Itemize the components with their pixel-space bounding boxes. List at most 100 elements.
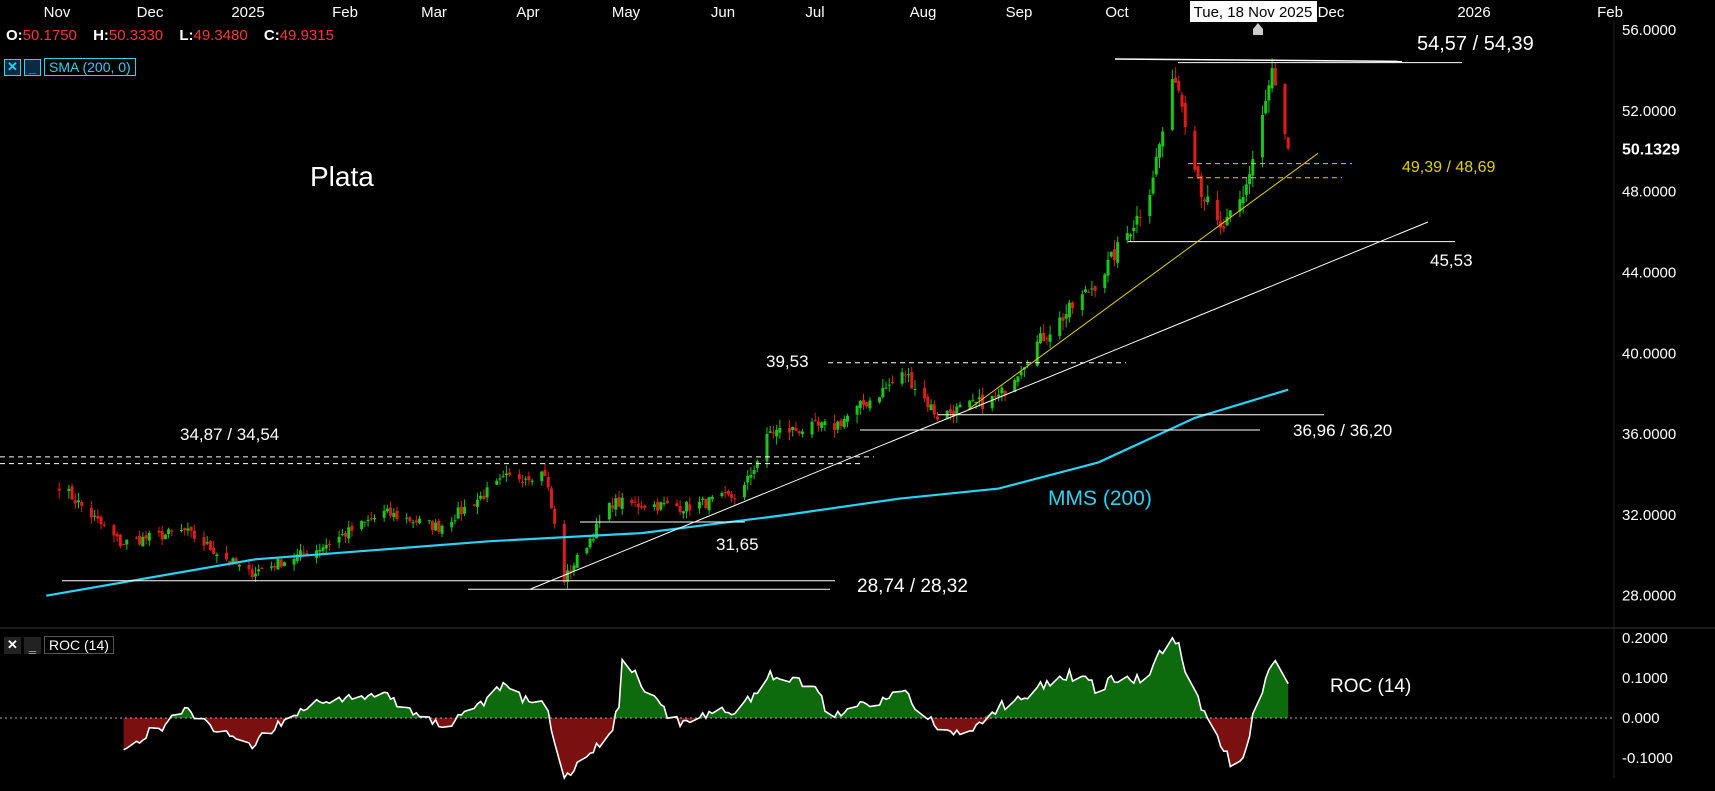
candle-body — [89, 507, 93, 518]
candle-body — [1003, 390, 1007, 396]
candle-body — [125, 539, 129, 545]
candle-body — [250, 569, 254, 578]
ohlc-low-label: L: — [179, 27, 194, 44]
minimize-icon[interactable]: ‗ — [24, 636, 41, 654]
roc-tick-label: 0.2000 — [1622, 630, 1668, 647]
candle-body — [389, 507, 393, 516]
candle-body — [633, 501, 637, 503]
candle-body — [823, 421, 827, 426]
candle-body — [208, 541, 212, 550]
candle-body — [685, 501, 689, 512]
minimize-icon[interactable]: ‗ — [24, 58, 41, 76]
y-tick-label: 44.0000 — [1622, 265, 1676, 282]
candle-body — [881, 387, 885, 398]
level-label: 54,57 / 54,39 — [1417, 33, 1534, 55]
candle-body — [347, 527, 351, 539]
ohlc-low-value: 49.3480 — [193, 27, 248, 44]
candle-body — [456, 507, 460, 519]
ohlc-high-label: H: — [93, 27, 109, 44]
candle-body — [1067, 302, 1071, 318]
candle-body — [1283, 84, 1287, 135]
candle-body — [472, 504, 476, 506]
candle-body — [778, 428, 782, 433]
candle-body — [369, 518, 373, 520]
sma-indicator-label[interactable]: SMA (200, 0) — [44, 58, 136, 76]
close-icon[interactable]: ✕ — [4, 58, 21, 76]
candle-body — [726, 490, 730, 495]
candle-body — [1071, 302, 1075, 309]
candle-body — [440, 525, 444, 534]
candle-body — [302, 552, 306, 554]
candle-body — [1286, 137, 1290, 149]
candle-body — [495, 480, 499, 485]
candle-body — [485, 487, 489, 498]
candle-body — [247, 564, 251, 570]
ohlc-open-value: 50.1750 — [22, 27, 77, 44]
candle-body — [1048, 334, 1052, 342]
close-icon[interactable]: ✕ — [4, 636, 21, 654]
candle-body — [1116, 242, 1120, 263]
candle-body — [437, 520, 441, 532]
candle-body — [723, 491, 727, 493]
candle-body — [57, 488, 61, 491]
crosshair-marker-icon — [1253, 23, 1263, 35]
x-tick-label: Oct — [1105, 4, 1129, 21]
candle-body — [665, 500, 669, 504]
x-tick-label: 2025 — [231, 4, 264, 21]
level-label: 36,96 / 36,20 — [1293, 421, 1392, 440]
level-label: 31,65 — [716, 535, 759, 554]
candle-body — [1151, 177, 1155, 194]
candle-body — [147, 532, 151, 541]
candle-body — [327, 544, 331, 546]
candle-body — [771, 432, 775, 434]
crosshair-date-box — [1190, 1, 1317, 22]
x-tick-label: Nov — [44, 4, 71, 21]
candle-body — [1106, 259, 1110, 276]
candle-body — [321, 547, 325, 551]
roc-positive-area — [123, 637, 1289, 718]
candle-body — [746, 476, 750, 483]
x-tick-label: Mar — [421, 4, 447, 21]
candle-body — [585, 547, 589, 554]
x-tick-label: Jul — [805, 4, 824, 21]
candle-body — [1260, 114, 1264, 158]
candle-body — [974, 401, 978, 403]
candle-body — [842, 418, 846, 428]
candle-body — [755, 461, 759, 468]
roc-indicator-label[interactable]: ROC (14) — [44, 636, 114, 654]
candle-body — [681, 511, 685, 514]
candle-body — [833, 423, 837, 430]
x-tick-label: Feb — [332, 4, 358, 21]
y-tick-label: 56.0000 — [1622, 22, 1676, 39]
candle-body — [279, 559, 283, 567]
candle-body — [540, 471, 544, 482]
drawn-line — [1114, 58, 1403, 63]
candle-body — [591, 539, 595, 541]
candle-body — [926, 396, 930, 408]
crosshair-date: Tue, 18 Nov 2025 — [1194, 4, 1313, 21]
candle-body — [102, 524, 106, 526]
candle-body — [997, 394, 1001, 397]
candle-body — [414, 520, 418, 523]
candle-body — [405, 517, 409, 519]
candle-body — [524, 478, 528, 480]
candle-body — [1132, 227, 1136, 232]
sma-200-line — [46, 388, 1289, 597]
candle-body — [453, 520, 457, 522]
candle-body — [993, 396, 997, 398]
candle-body — [948, 409, 952, 414]
candle-body — [202, 537, 206, 546]
candle-body — [324, 544, 328, 549]
candle-body — [163, 534, 167, 540]
candle-body — [1090, 288, 1094, 290]
candle-body — [588, 538, 592, 548]
candle-body — [122, 543, 126, 545]
candle-body — [160, 531, 164, 540]
candle-body — [1251, 159, 1255, 176]
candle-body — [566, 570, 570, 582]
candle-body — [730, 494, 734, 498]
candle-body — [884, 387, 888, 389]
candle-body — [179, 530, 183, 532]
candle-body — [614, 498, 618, 510]
